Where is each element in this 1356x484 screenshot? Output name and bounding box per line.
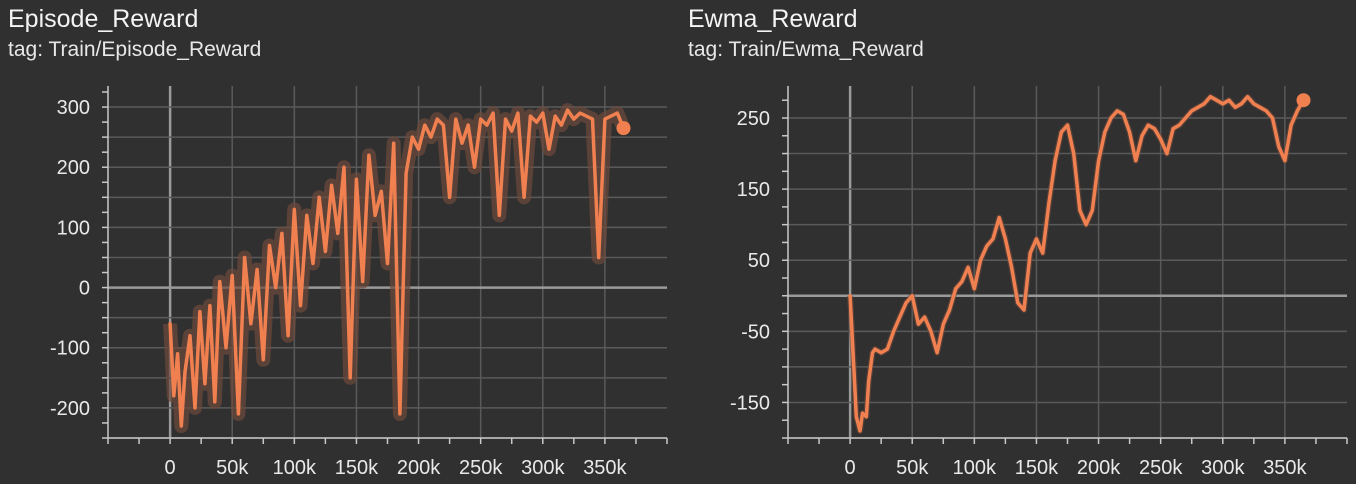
chart-tag: tag: Train/Episode_Reward (8, 38, 262, 61)
y-tick-label: 300 (57, 97, 90, 119)
chart-tag: tag: Train/Ewma_Reward (688, 38, 924, 61)
y-tick-label: 0 (79, 278, 90, 300)
y-tick-label: 250 (737, 108, 770, 130)
x-tick-label: 200k (397, 457, 441, 479)
chart-title: Ewma_Reward (688, 5, 858, 33)
chart-panel-ewma-reward: -150 -50 50 150 250 0 50k 100k 150k 200k 250k 300k 3… (680, 0, 1352, 484)
ewma-reward-chart: -150 -50 50 150 250 0 50k 100k 150k 200k 250k 300k 3… (730, 86, 1348, 479)
y-tick-label: -50 (741, 321, 770, 343)
series-line (168, 108, 626, 428)
episode-reward-chart: -200 -100 0 100 200 300 0 50k 100k 150k 200k 250k 30… (50, 86, 668, 479)
x-tick-label: 350k (1263, 457, 1307, 479)
y-tick-label: 100 (57, 217, 90, 239)
x-tick-label: 300k (1201, 457, 1245, 479)
x-tick-label: 100k (273, 457, 317, 479)
last-value-marker (616, 121, 631, 136)
y-tick-label: -200 (50, 398, 90, 420)
y-tick-label: 150 (737, 179, 770, 201)
y-tick-label: 50 (748, 250, 770, 272)
x-tick-label: 150k (335, 457, 379, 479)
x-tick-label: 100k (953, 457, 997, 479)
chart-title: Episode_Reward (8, 5, 199, 33)
x-tick-label: 0 (845, 457, 856, 479)
y-tick-label: 200 (57, 157, 90, 179)
y-tick-label: -150 (730, 392, 770, 414)
x-tick-label: 50k (896, 457, 929, 479)
series-line (848, 94, 1306, 433)
x-tick-label: 300k (521, 457, 565, 479)
y-tick-label: -100 (50, 338, 90, 360)
last-value-marker (1296, 93, 1311, 108)
x-tick-label: 50k (216, 457, 249, 479)
x-tick-label: 250k (459, 457, 503, 479)
x-tick-label: 200k (1077, 457, 1121, 479)
x-tick-label: 150k (1015, 457, 1059, 479)
x-tick-label: 0 (165, 457, 176, 479)
x-tick-label: 350k (583, 457, 627, 479)
raw-series-band (847, 93, 1307, 434)
x-tick-label: 250k (1139, 457, 1183, 479)
chart-panel-episode-reward: -200 -100 0 100 200 300 0 50k 100k 150k 200k 250k 30… (0, 0, 672, 484)
